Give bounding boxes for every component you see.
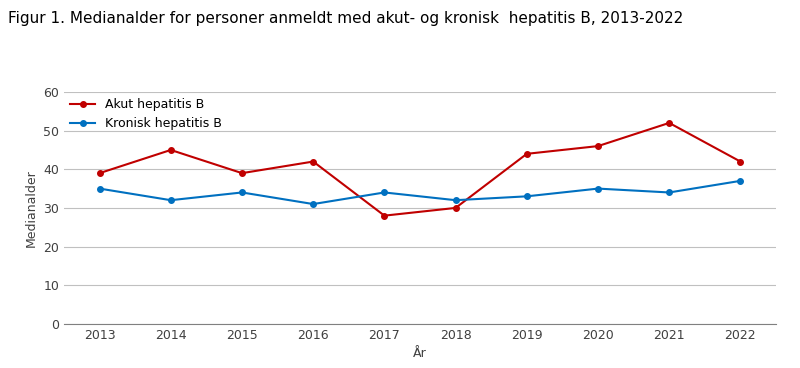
- Akut hepatitis B: [522, 152, 532, 156]
- Akut hepatitis B: [237, 171, 246, 176]
- Kronisk hepatitis B: [594, 186, 603, 191]
- Kronisk hepatitis B: [379, 190, 389, 195]
- Kronisk hepatitis B: [735, 179, 745, 183]
- Akut hepatitis B: [665, 121, 674, 125]
- Akut hepatitis B: [166, 148, 176, 152]
- Akut hepatitis B: [451, 206, 461, 210]
- Kronisk hepatitis B: [309, 202, 318, 206]
- Legend: Akut hepatitis B, Kronisk hepatitis B: Akut hepatitis B, Kronisk hepatitis B: [70, 98, 222, 131]
- Akut hepatitis B: [309, 159, 318, 164]
- Akut hepatitis B: [735, 159, 745, 164]
- Line: Kronisk hepatitis B: Kronisk hepatitis B: [97, 178, 743, 207]
- Kronisk hepatitis B: [95, 186, 105, 191]
- Akut hepatitis B: [594, 144, 603, 148]
- Akut hepatitis B: [95, 171, 105, 176]
- Kronisk hepatitis B: [166, 198, 176, 202]
- Line: Akut hepatitis B: Akut hepatitis B: [97, 120, 743, 219]
- Kronisk hepatitis B: [451, 198, 461, 202]
- Kronisk hepatitis B: [237, 190, 246, 195]
- X-axis label: År: År: [413, 347, 427, 360]
- Text: Figur 1. Medianalder for personer anmeldt med akut- og kronisk  hepatitis B, 201: Figur 1. Medianalder for personer anmeld…: [8, 11, 683, 26]
- Kronisk hepatitis B: [522, 194, 532, 199]
- Kronisk hepatitis B: [665, 190, 674, 195]
- Akut hepatitis B: [379, 213, 389, 218]
- Y-axis label: Medianalder: Medianalder: [25, 169, 38, 247]
